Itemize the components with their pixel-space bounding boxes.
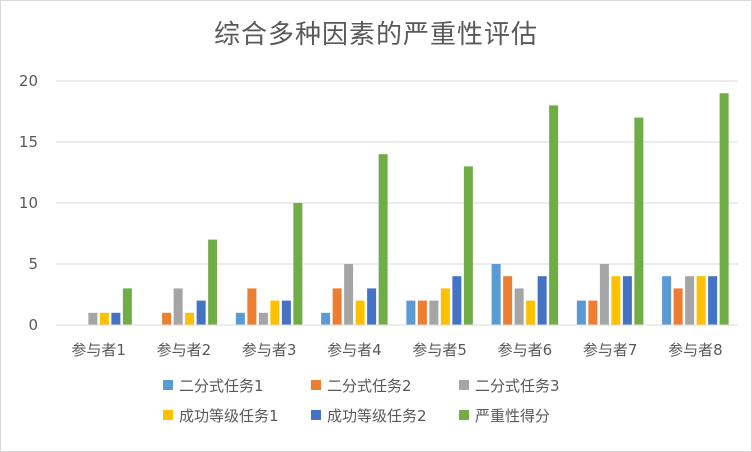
bar-成功等级任务1-参与者6 [526,300,536,325]
legend-swatch[interactable] [311,380,321,390]
bar-二分式任务2-参与者5 [417,300,427,325]
bar-二分式任务3-参与者5 [429,300,439,325]
bar-二分式任务3-参与者7 [599,264,609,325]
bar-二分式任务3-参与者6 [514,288,524,325]
bar-成功等级任务1-参与者5 [440,288,450,325]
gridlines [56,80,738,326]
bar-二分式任务3-参与者2 [173,288,183,325]
legend-label[interactable]: 严重性得分 [475,407,550,425]
legend-swatch[interactable] [459,380,469,390]
x-axis: 参与者1 参与者2 参与者3 参与者4 参与者5 参与者6 参与者7 参与者8 [56,324,738,359]
legend-label[interactable]: 成功等级任务1 [179,407,279,425]
bar-成功等级任务2-参与者8 [708,276,718,325]
bar-二分式任务3-参与者3 [258,312,268,325]
x-tick-label: 参与者4 [327,341,382,359]
bar-二分式任务3-参与者8 [685,276,695,325]
bar-严重性得分-参与者3 [293,203,303,325]
bar-成功等级任务1-参与者8 [696,276,706,325]
bar-严重性得分-参与者5 [463,166,473,325]
bar-成功等级任务1-参与者7 [611,276,621,325]
x-tick-label: 参与者2 [157,341,212,359]
x-tick-label: 参与者8 [668,341,723,359]
bar-成功等级任务1-参与者3 [270,300,280,325]
bar-严重性得分-参与者2 [208,239,218,325]
bar-严重性得分-参与者6 [549,105,559,326]
bar-二分式任务1-参与者5 [406,300,416,325]
bar-成功等级任务2-参与者1 [111,312,121,325]
bar-严重性得分-参与者1 [122,288,132,325]
bar-二分式任务1-参与者8 [662,276,672,325]
bar-二分式任务2-参与者8 [673,288,683,325]
bar-严重性得分-参与者7 [634,117,644,325]
bar-二分式任务2-参与者2 [162,312,172,325]
bar-成功等级任务2-参与者4 [367,288,377,325]
bar-成功等级任务1-参与者1 [99,312,109,325]
bar-二分式任务2-参与者7 [588,300,598,325]
x-tick-label: 参与者1 [71,341,126,359]
legend-swatch[interactable] [163,410,173,420]
bar-成功等级任务2-参与者6 [537,276,547,325]
bar-严重性得分-参与者8 [719,93,729,325]
y-tick-label: 10 [19,194,38,212]
x-tick-label: 参与者3 [242,341,297,359]
x-tick-label: 参与者6 [498,341,553,359]
bar-二分式任务1-参与者4 [321,312,331,325]
bar-二分式任务2-参与者4 [332,288,342,325]
bar-二分式任务3-参与者4 [344,264,354,325]
y-axis-ticks: 0 5 10 15 20 [19,72,38,334]
bar-成功等级任务2-参与者5 [452,276,462,325]
legend-label[interactable]: 成功等级任务2 [327,407,427,425]
chart-title: 综合多种因素的严重性评估 [213,20,538,50]
bars [88,93,729,326]
legend[interactable]: 二分式任务1 二分式任务2 二分式任务3 成功等级任务1 成功等级任务2 严重性得分 [163,377,560,425]
bar-成功等级任务2-参与者2 [196,300,206,325]
legend-swatch[interactable] [311,410,321,420]
y-tick-label: 15 [19,133,38,151]
bar-二分式任务1-参与者6 [491,264,501,325]
legend-label[interactable]: 二分式任务1 [179,377,264,395]
bar-严重性得分-参与者4 [378,154,388,325]
legend-swatch[interactable] [459,410,469,420]
bar-成功等级任务2-参与者3 [281,300,291,325]
x-tick-label: 参与者7 [583,341,638,359]
bar-成功等级任务1-参与者2 [185,312,195,325]
x-tick-label: 参与者5 [412,341,467,359]
bar-成功等级任务1-参与者4 [355,300,365,325]
y-tick-label: 5 [28,255,38,273]
bar-二分式任务2-参与者6 [503,276,513,325]
legend-label[interactable]: 二分式任务3 [475,377,560,395]
y-tick-label: 0 [28,316,38,334]
bar-二分式任务1-参与者3 [235,312,245,325]
bar-二分式任务3-参与者1 [88,312,98,325]
bar-二分式任务2-参与者3 [247,288,257,325]
bar-成功等级任务2-参与者7 [622,276,632,325]
legend-label[interactable]: 二分式任务2 [327,377,412,395]
y-tick-label: 20 [19,72,38,90]
bar-二分式任务1-参与者7 [576,300,586,325]
legend-swatch[interactable] [163,380,173,390]
